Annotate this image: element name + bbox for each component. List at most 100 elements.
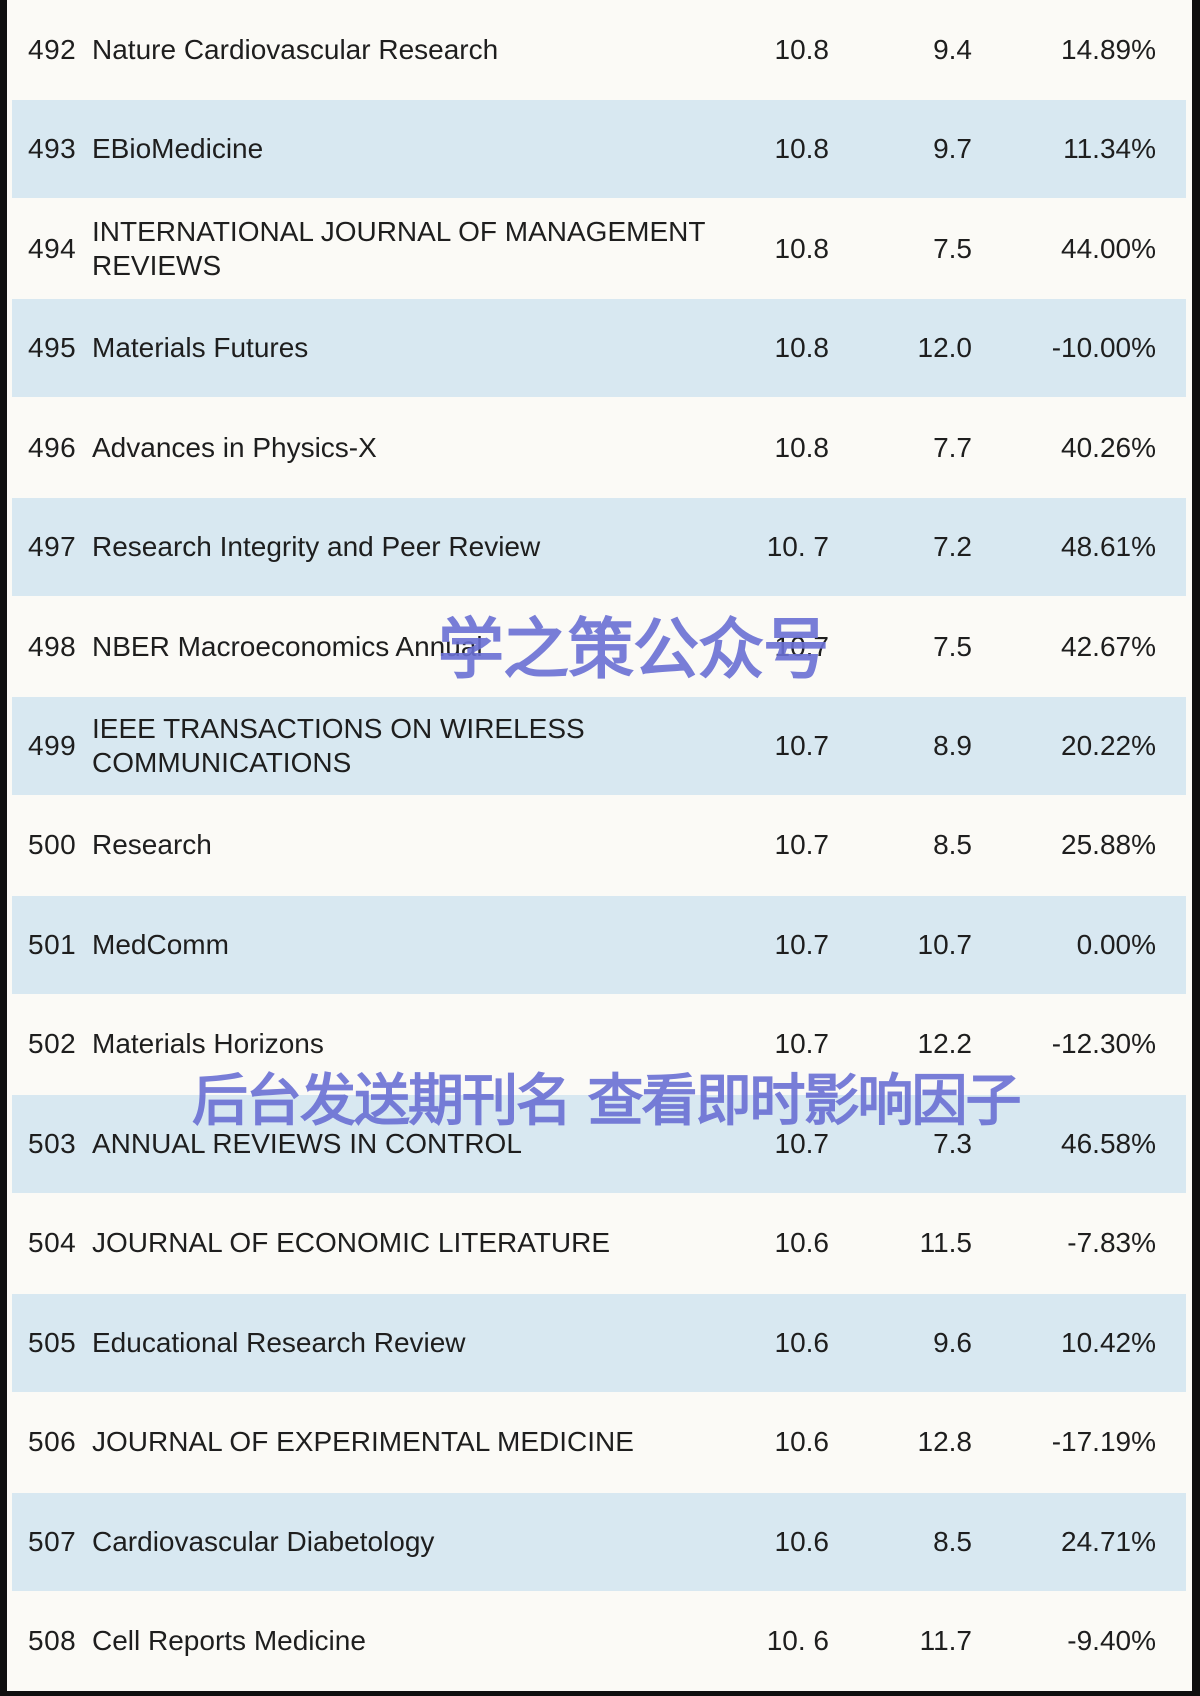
if-previous-cell: 7.2	[933, 531, 972, 563]
change-percent-cell: -17.19%	[1051, 1426, 1156, 1458]
journal-name-cell: NBER Macroeconomics Annual	[92, 630, 483, 662]
if-current-cell: 10.6	[774, 1525, 830, 1557]
table-row: 507 Cardiovascular Diabetology 10.6 8.5 …	[7, 1492, 1192, 1591]
if-current-cell: 10.8	[774, 133, 830, 165]
journal-name-cell: Educational Research Review	[92, 1326, 466, 1358]
rank-cell: 498	[28, 630, 77, 662]
journal-name-cell: Cardiovascular Diabetology	[92, 1525, 435, 1557]
journal-name-cell: Research	[92, 829, 212, 861]
if-current-cell: 10.7	[774, 928, 830, 960]
change-percent-cell: 11.34%	[1063, 133, 1156, 165]
if-current-cell: 10.6	[774, 1326, 830, 1358]
change-percent-cell: 20.22%	[1061, 730, 1156, 762]
journal-name-cell: INTERNATIONAL JOURNAL OF MANAGEMENT REVI…	[92, 215, 705, 281]
if-previous-cell: 7.5	[933, 232, 972, 264]
journal-name-cell: IEEE TRANSACTIONS ON WIRELESS COMMUNICAT…	[92, 713, 585, 779]
table-row: 505 Educational Research Review 10.6 9.6…	[7, 1293, 1192, 1393]
if-previous-cell: 12.0	[917, 332, 973, 364]
journal-name-cell: Advances in Physics-X	[92, 431, 377, 463]
table-row: 494 INTERNATIONAL JOURNAL OF MANAGEMENT …	[7, 199, 1192, 298]
journal-name-cell: JOURNAL OF ECONOMIC LITERATURE	[92, 1227, 611, 1259]
journal-name-cell: EBioMedicine	[92, 133, 264, 165]
rank-cell: 499	[28, 730, 77, 762]
change-percent-cell: -12.30%	[1051, 1028, 1156, 1060]
journal-name-cell: ANNUAL REVIEWS IN CONTROL	[92, 1127, 522, 1159]
rank-cell: 496	[28, 431, 77, 463]
change-percent-cell: 0.00%	[1076, 928, 1156, 960]
if-previous-cell: 12.8	[917, 1426, 973, 1458]
if-current-cell: 10.6	[774, 1426, 830, 1458]
if-current-cell: 10.8	[774, 332, 830, 364]
change-percent-cell: -10.00%	[1051, 332, 1156, 364]
if-previous-cell: 11.7	[919, 1625, 972, 1657]
rank-cell: 495	[28, 332, 77, 364]
rank-cell: 503	[28, 1127, 77, 1159]
table-row: 501 MedComm 10.7 10.7 0.00%	[7, 895, 1192, 995]
journal-ranking-table: 492 Nature Cardiovascular Research 10.8 …	[7, 0, 1192, 1691]
change-percent-cell: 48.61%	[1061, 531, 1156, 563]
change-percent-cell: 46.58%	[1061, 1127, 1156, 1159]
if-previous-cell: 10.7	[917, 928, 973, 960]
journal-name-cell: Nature Cardiovascular Research	[92, 33, 499, 65]
journal-name-cell: Materials Futures	[92, 332, 309, 364]
table-row: 508 Cell Reports Medicine 10. 6 11.7 -9.…	[7, 1592, 1192, 1691]
change-percent-cell: 44.00%	[1061, 232, 1156, 264]
journal-name-cell: JOURNAL OF EXPERIMENTAL MEDICINE	[92, 1426, 634, 1458]
change-percent-cell: 40.26%	[1061, 431, 1156, 463]
change-percent-cell: -9.40%	[1067, 1625, 1156, 1657]
change-percent-cell: 42.67%	[1061, 630, 1156, 662]
change-percent-cell: 14.89%	[1061, 33, 1156, 65]
table-row: 503 ANNUAL REVIEWS IN CONTROL 10.7 7.3 4…	[7, 1094, 1192, 1194]
rank-cell: 504	[28, 1227, 77, 1259]
journal-name-cell: MedComm	[92, 928, 229, 960]
rank-cell: 494	[28, 232, 77, 264]
change-percent-cell: 25.88%	[1061, 829, 1156, 861]
table-row: 497 Research Integrity and Peer Review 1…	[7, 497, 1192, 597]
if-current-cell: 10.7	[774, 730, 830, 762]
table-row: 492 Nature Cardiovascular Research 10.8 …	[7, 0, 1192, 99]
rank-cell: 500	[28, 829, 77, 861]
if-previous-cell: 8.5	[933, 829, 972, 861]
change-percent-cell: 24.71%	[1061, 1525, 1156, 1557]
table-row: 495 Materials Futures 10.8 12.0 -10.00%	[7, 298, 1192, 398]
if-previous-cell: 8.5	[933, 1525, 972, 1557]
table-row: 498 NBER Macroeconomics Annual 10.7 7.5 …	[7, 597, 1192, 696]
if-previous-cell: 7.3	[933, 1127, 972, 1159]
if-current-cell: 10.7	[774, 630, 830, 662]
rank-cell: 506	[28, 1426, 77, 1458]
table-row: 502 Materials Horizons 10.7 12.2 -12.30%	[7, 995, 1192, 1094]
if-current-cell: 10.8	[774, 33, 830, 65]
journal-name-cell: Materials Horizons	[92, 1028, 324, 1060]
table-row: 496 Advances in Physics-X 10.8 7.7 40.26…	[7, 398, 1192, 497]
rank-cell: 493	[28, 133, 77, 165]
if-previous-cell: 7.7	[933, 431, 972, 463]
journal-name-cell: Research Integrity and Peer Review	[92, 531, 541, 563]
rank-cell: 508	[28, 1625, 77, 1657]
if-current-cell: 10.7	[774, 829, 830, 861]
table-row: 499 IEEE TRANSACTIONS ON WIRELESS COMMUN…	[7, 696, 1192, 796]
if-current-cell: 10. 6	[766, 1625, 829, 1657]
table-row: 506 JOURNAL OF EXPERIMENTAL MEDICINE 10.…	[7, 1393, 1192, 1492]
if-previous-cell: 7.5	[933, 630, 972, 662]
rank-cell: 497	[28, 531, 77, 563]
rank-cell: 501	[28, 928, 77, 960]
change-percent-cell: -7.83%	[1067, 1227, 1156, 1259]
if-previous-cell: 9.7	[933, 133, 972, 165]
if-current-cell: 10.8	[774, 232, 830, 264]
if-current-cell: 10. 7	[766, 531, 829, 563]
if-previous-cell: 8.9	[933, 730, 972, 762]
if-previous-cell: 9.4	[933, 33, 972, 65]
rank-cell: 502	[28, 1028, 77, 1060]
rank-cell: 505	[28, 1326, 77, 1358]
if-current-cell: 10.8	[774, 431, 830, 463]
if-current-cell: 10.7	[774, 1028, 830, 1060]
table-row: 504 JOURNAL OF ECONOMIC LITERATURE 10.6 …	[7, 1194, 1192, 1293]
if-previous-cell: 9.6	[933, 1326, 972, 1358]
if-previous-cell: 11.5	[919, 1227, 972, 1259]
table-row: 493 EBioMedicine 10.8 9.7 11.34%	[7, 99, 1192, 199]
change-percent-cell: 10.42%	[1061, 1326, 1156, 1358]
if-current-cell: 10.6	[774, 1227, 830, 1259]
table-row: 500 Research 10.7 8.5 25.88%	[7, 796, 1192, 895]
rank-cell: 507	[28, 1525, 77, 1557]
